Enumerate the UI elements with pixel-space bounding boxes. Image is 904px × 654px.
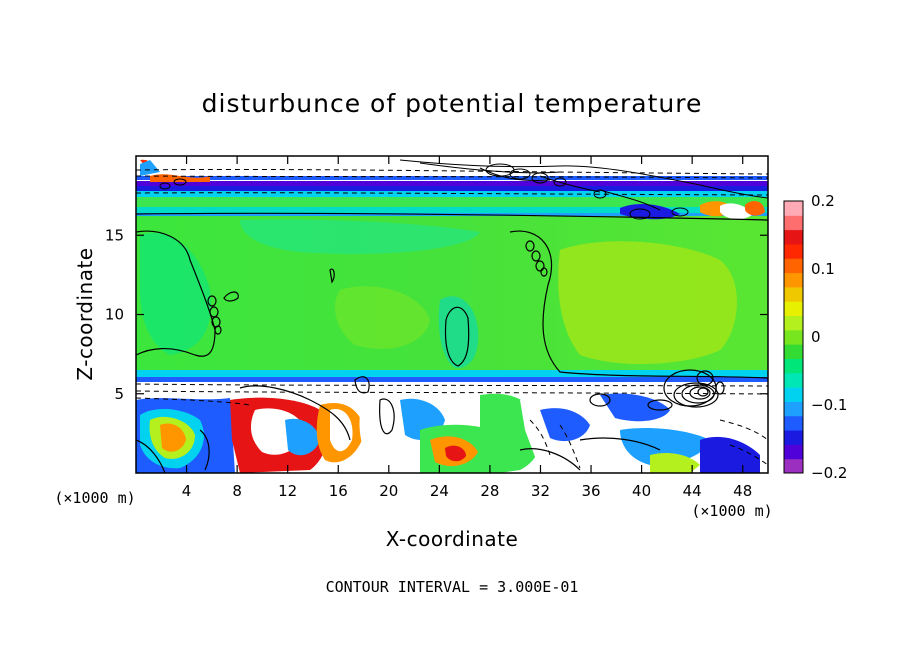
- y-tick-label: 15: [105, 226, 124, 244]
- colorbar-swatch: [784, 458, 803, 474]
- warm-patch-right: [558, 241, 737, 365]
- colorbar-swatch: [784, 201, 803, 216]
- colorbar-swatch: [784, 358, 803, 374]
- x-tick-label: 44: [683, 482, 702, 500]
- colorbar: [783, 200, 804, 474]
- colorbar-tick-labels: −0.2 −0.1 0 0.1 0.2: [811, 192, 847, 482]
- x-tick-label: 48: [733, 482, 752, 500]
- colorbar-tick-label: 0: [811, 328, 821, 346]
- x-tick-label: 16: [329, 482, 348, 500]
- y-tick-labels: 5 10 15: [105, 226, 124, 403]
- x-unit-label: (×1000 m): [691, 502, 772, 520]
- cool-patch-top: [240, 219, 480, 254]
- plot-area: [136, 156, 768, 473]
- colorbar-frame: [783, 200, 804, 474]
- colorbar-swatch: [784, 415, 803, 431]
- axis-ticks: [136, 156, 768, 473]
- colorbar-swatch: [784, 387, 803, 402]
- colorbar-swatch: [784, 272, 803, 288]
- x-tick-label: 8: [232, 482, 242, 500]
- chart-title: disturbunce of potential temperature: [202, 89, 703, 118]
- x-axis-label: X-coordinate: [386, 527, 519, 551]
- colorbar-swatch: [784, 243, 803, 259]
- colorbar-swatch: [784, 286, 803, 302]
- x-tick-label: 4: [182, 482, 192, 500]
- colorbar-swatch: [784, 344, 803, 359]
- y-axis-label: Z-coordinate: [73, 247, 97, 380]
- colorbar-swatch: [784, 372, 803, 388]
- x-tick-label: 40: [632, 482, 651, 500]
- y-tick-label: 10: [105, 306, 124, 324]
- cool-patch-left: [140, 232, 211, 355]
- colorbar-tick-label: 0.1: [811, 260, 835, 278]
- contour-interval-note: CONTOUR INTERVAL = 3.000E-01: [326, 578, 579, 596]
- x-tick-label: 28: [480, 482, 499, 500]
- x-tick-label: 36: [581, 482, 600, 500]
- x-tick-label: 12: [278, 482, 297, 500]
- colorbar-swatch: [784, 430, 803, 445]
- colorbar-swatch: [784, 401, 803, 417]
- x-tick-label: 20: [379, 482, 398, 500]
- colorbar-swatch: [784, 229, 803, 245]
- x-tick-label: 32: [531, 482, 550, 500]
- colorbar-swatch: [784, 315, 803, 331]
- colorbar-tick-label: 0.2: [811, 192, 835, 210]
- x-tick-label: 24: [430, 482, 449, 500]
- warm-patch-mid: [335, 286, 430, 349]
- y-unit-label: (×1000 m): [54, 489, 135, 507]
- x-tick-labels: 4 8 12 16 20 24 28 32 36 40 44 48: [182, 482, 752, 500]
- colorbar-swatch: [784, 258, 803, 274]
- colorbar-swatch: [784, 301, 803, 317]
- colorbar-swatch: [784, 329, 803, 345]
- colorbar-swatch: [784, 444, 803, 460]
- colorbar-swatch: [784, 215, 803, 231]
- colorbar-tick-label: −0.1: [811, 396, 847, 414]
- colorbar-tick-label: −0.2: [811, 464, 847, 482]
- y-tick-label: 5: [114, 385, 124, 403]
